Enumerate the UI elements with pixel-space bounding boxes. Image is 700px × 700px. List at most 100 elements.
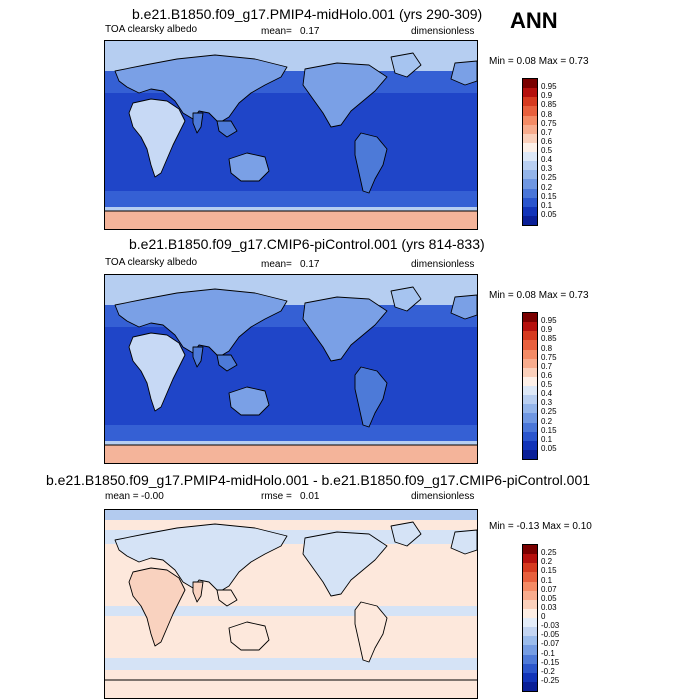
colorbar-segment	[523, 133, 537, 143]
panel3-rmse-value: 0.01	[300, 491, 320, 502]
landmass-antarctic	[105, 680, 477, 698]
landmass-australia	[228, 152, 270, 182]
panel2-variable: TOA clearsky albedo	[105, 257, 198, 268]
panel2-minmax: Min = 0.08 Max = 0.73	[489, 290, 589, 301]
colorbar-tick-label: 0.85	[541, 100, 557, 110]
colorbar-segment	[523, 161, 537, 171]
landmass-samerica	[354, 601, 388, 663]
colorbar-segment	[523, 590, 537, 600]
colorbar-tick-label: -0.1	[541, 648, 555, 658]
colorbar-tick-label: 0.5	[541, 380, 553, 389]
colorbar-tick-label: 0.07	[541, 584, 557, 594]
colorbar-tick-label: 0.9	[541, 325, 553, 335]
panel1-variable: TOA clearsky albedo	[105, 24, 198, 35]
colorbar-segment	[523, 313, 537, 323]
colorbar-segment	[523, 188, 537, 198]
panel3-mean-value: -0.00	[141, 491, 164, 502]
colorbar-segment	[523, 358, 537, 368]
landmass-africa	[128, 98, 186, 178]
colorbar-tick-label: 0.6	[541, 370, 553, 380]
colorbar-tick-label: 0.75	[541, 118, 557, 128]
southern-ocean-band	[105, 425, 477, 445]
panel1-colorbar	[522, 78, 538, 226]
colorbar-tick-label: -0.2	[541, 666, 555, 676]
landmass-namerica	[302, 296, 388, 362]
colorbar-segment	[523, 572, 537, 582]
colorbar-tick-label: 0.05	[541, 593, 557, 603]
colorbar-tick-label: 0.05	[541, 209, 557, 219]
diff-band	[105, 658, 477, 670]
colorbar-segment	[523, 106, 537, 116]
colorbar-tick-label: 0.25	[541, 407, 557, 417]
colorbar-segment	[523, 422, 537, 432]
colorbar-segment	[523, 431, 537, 441]
panel3-units: dimensionless	[411, 491, 475, 502]
panel2-units: dimensionless	[411, 259, 475, 270]
colorbar-segment	[523, 97, 537, 107]
colorbar-tick-label: 0.15	[541, 191, 557, 201]
colorbar-segment	[523, 340, 537, 350]
colorbar-segment	[523, 599, 537, 609]
southern-ocean-band	[105, 191, 477, 211]
colorbar-segment	[523, 554, 537, 564]
colorbar-segment	[523, 618, 537, 628]
colorbar-segment	[523, 681, 537, 691]
colorbar-tick-label: -0.03	[541, 621, 560, 631]
panel3-map	[104, 509, 478, 699]
colorbar-segment	[523, 413, 537, 423]
colorbar-segment	[523, 645, 537, 655]
colorbar-segment	[523, 636, 537, 646]
colorbar-tick-label: -0.25	[541, 675, 560, 685]
colorbar-segment	[523, 322, 537, 332]
colorbar-tick-label: 0.85	[541, 334, 557, 344]
colorbar-segment	[523, 142, 537, 152]
landmass-seasia	[216, 589, 238, 607]
colorbar-segment	[523, 663, 537, 673]
colorbar-segment	[523, 395, 537, 405]
colorbar-segment	[523, 367, 537, 377]
landmass-australia	[228, 386, 270, 416]
colorbar-segment	[523, 672, 537, 682]
landmass-samerica	[354, 132, 388, 194]
colorbar-segment	[523, 124, 537, 134]
colorbar-tick-label: 0.6	[541, 136, 553, 146]
colorbar-segment	[523, 79, 537, 89]
colorbar-tick-label: 0.25	[541, 548, 557, 558]
colorbar-tick-label: 0.5	[541, 146, 553, 155]
colorbar-tick-label: 0.9	[541, 91, 553, 101]
panel1-minmax: Min = 0.08 Max = 0.73	[489, 56, 589, 67]
panel1-title: b.e21.B1850.f09_g17.PMIP4-midHolo.001 (y…	[132, 6, 483, 22]
landmass-india	[192, 581, 204, 603]
panel3-colorbar	[522, 544, 538, 692]
landmass-seasia	[216, 354, 238, 372]
landmass-greenland	[390, 52, 422, 78]
colorbar-tick-label: 0.15	[541, 566, 557, 576]
colorbar-tick-label: 0.7	[541, 127, 553, 137]
landmass-africa	[128, 332, 186, 412]
colorbar-segment	[523, 349, 537, 359]
panel2-title: b.e21.B1850.f09_g17.CMIP6-piControl.001 …	[129, 236, 485, 252]
panel3-rmse-label: rmse =	[261, 491, 292, 502]
colorbar-tick-label: 0.2	[541, 416, 553, 426]
colorbar-tick-label: 0.05	[541, 443, 557, 453]
diff-band	[105, 606, 477, 616]
panel2-mean-label: mean=	[261, 259, 292, 270]
colorbar-segment	[523, 386, 537, 396]
panel1-mean-value: 0.17	[300, 26, 320, 37]
colorbar-tick-label: 0.3	[541, 164, 553, 174]
season-label: ANN	[510, 8, 558, 33]
landmass-europe	[450, 60, 477, 86]
panel3-mean-label: mean =	[105, 491, 139, 502]
colorbar-segment	[523, 88, 537, 98]
panel3-title: b.e21.B1850.f09_g17.PMIP4-midHolo.001 - …	[46, 472, 591, 488]
colorbar-tick-label: 0.75	[541, 352, 557, 362]
colorbar-segment	[523, 179, 537, 189]
colorbar-tick-label: 0.3	[541, 398, 553, 408]
landmass-africa	[128, 567, 186, 647]
colorbar-segment	[523, 215, 537, 225]
colorbar-tick-label: 0.2	[541, 557, 553, 567]
colorbar-segment	[523, 197, 537, 207]
panel1-map	[104, 40, 478, 230]
panel2-map	[104, 274, 478, 464]
landmass-antarctic	[105, 211, 477, 229]
